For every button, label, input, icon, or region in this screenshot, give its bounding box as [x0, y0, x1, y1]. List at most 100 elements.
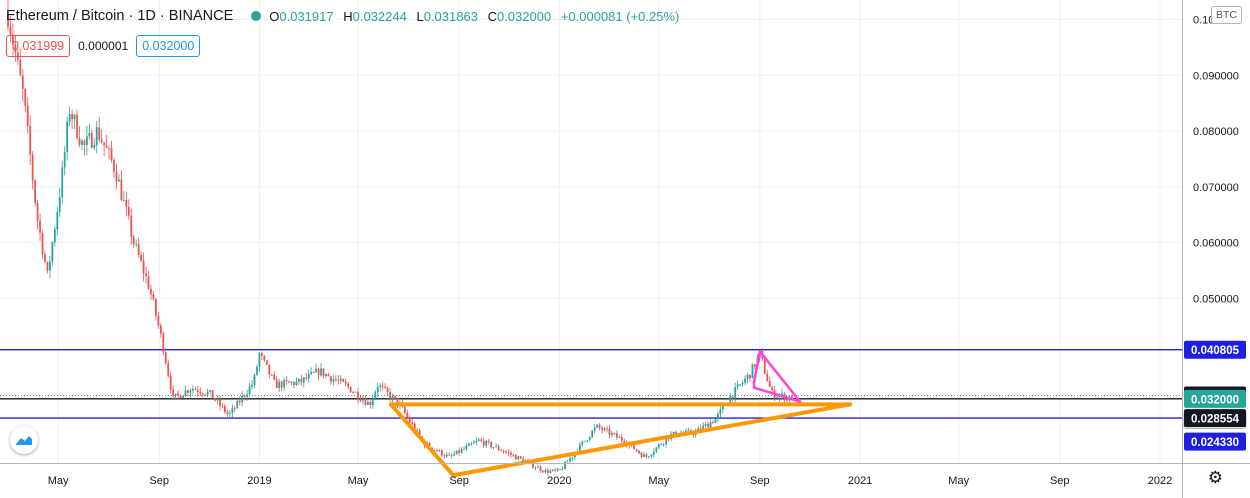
candle-body — [184, 390, 187, 397]
candle-body — [601, 428, 603, 431]
candle-body — [322, 368, 325, 377]
candle-body — [132, 236, 135, 245]
spread-value: 0.000001 — [78, 39, 129, 53]
price-label-box — [1184, 432, 1246, 451]
candle-body — [63, 151, 66, 168]
candle-body — [105, 145, 108, 148]
candle-body — [665, 437, 668, 445]
candle-body — [463, 448, 465, 450]
candle-body — [140, 254, 143, 261]
candle-body — [492, 447, 495, 448]
candle-body — [448, 454, 451, 456]
price-label-box — [1184, 409, 1246, 428]
ohlc-values: O0.031917 H0.032244 L0.031863 C0.032000 … — [269, 8, 680, 24]
candle-body — [78, 137, 81, 145]
candle-body — [253, 374, 256, 385]
price-label-text: 0.028554 — [1191, 414, 1240, 426]
candle-body — [561, 468, 564, 470]
candle-body — [455, 450, 458, 455]
drawing-annotations[interactable] — [388, 350, 853, 478]
candle-body — [645, 454, 648, 457]
candle-body — [354, 391, 357, 393]
candle-body — [120, 179, 123, 200]
candle-body — [302, 377, 305, 383]
candle-body — [754, 364, 756, 367]
y-tick-label: 0.070000 — [1193, 182, 1239, 194]
candle-body — [655, 447, 658, 452]
triangle-drawing — [388, 402, 853, 478]
candle-body — [145, 273, 147, 277]
candle-body — [379, 385, 382, 388]
candle-body — [544, 470, 547, 473]
candle-body — [581, 441, 584, 445]
candle-body — [221, 405, 224, 407]
buy-button[interactable]: 0.032000 — [136, 35, 201, 57]
candle-body — [339, 379, 342, 381]
high-value: 0.032244 — [352, 8, 407, 24]
candle-body — [36, 202, 39, 221]
x-tick-label: May — [348, 475, 369, 487]
candle-body — [191, 388, 194, 391]
y-tick-label: 0.090000 — [1193, 70, 1239, 82]
chart-grid — [0, 0, 1182, 463]
candle-body — [588, 437, 591, 441]
candle-body — [369, 401, 372, 406]
candle-body — [546, 470, 549, 474]
candle-body — [330, 376, 332, 382]
candle-body — [19, 59, 22, 76]
currency-badge[interactable]: BTC — [1211, 6, 1242, 24]
pennant-drawing — [752, 350, 802, 403]
candle-body — [226, 412, 229, 414]
x-tick-label: May — [948, 475, 969, 487]
candle-body — [327, 374, 330, 377]
candle-body — [275, 379, 278, 389]
candle-body — [216, 399, 219, 401]
candle-body — [633, 444, 636, 450]
candle-body — [608, 428, 611, 435]
candle-body — [714, 418, 717, 424]
candle-body — [433, 449, 436, 451]
candle-body — [125, 199, 128, 207]
candle-body — [487, 440, 490, 443]
candle-body — [320, 368, 322, 376]
candle-body — [325, 374, 327, 377]
candle-body — [652, 451, 655, 455]
candle-body — [194, 388, 197, 390]
candle-body — [468, 443, 470, 446]
candle-body — [371, 398, 374, 406]
horizontal-lines[interactable] — [0, 349, 1182, 419]
candle-body — [103, 142, 106, 146]
y-tick-label: 0.050000 — [1193, 293, 1239, 305]
x-tick-label: 2020 — [547, 475, 571, 487]
candle-body — [142, 260, 145, 274]
change-value: +0.000081 (+0.25%) — [560, 8, 680, 24]
candle-body — [406, 413, 409, 418]
candle-body — [598, 424, 601, 429]
candle-body — [332, 379, 335, 382]
candle-body — [394, 395, 396, 399]
candle-body — [408, 417, 411, 423]
candle-body — [88, 132, 91, 137]
candle-body — [620, 437, 623, 441]
settings-gear-icon[interactable]: ⚙ — [1207, 468, 1223, 487]
candle-body — [349, 386, 352, 393]
candle-body — [219, 399, 221, 406]
candle-body — [174, 393, 177, 396]
candle-body — [108, 147, 110, 149]
candle-body — [182, 396, 184, 399]
candle-body — [507, 452, 510, 454]
candle-body — [157, 315, 160, 326]
candle-body — [391, 395, 394, 399]
candle-body — [243, 395, 246, 397]
candle-body — [537, 466, 539, 468]
tradingview-logo[interactable] — [10, 426, 38, 454]
candle-body — [211, 390, 214, 399]
x-tick-label: Sep — [1050, 475, 1070, 487]
candle-body — [362, 399, 364, 401]
sell-button[interactable]: 0.031999 — [6, 35, 71, 57]
candle-body — [342, 379, 345, 382]
symbol-title: Ethereum / Bitcoin · 1D · BINANCE — [6, 8, 234, 24]
candle-body — [440, 450, 443, 456]
